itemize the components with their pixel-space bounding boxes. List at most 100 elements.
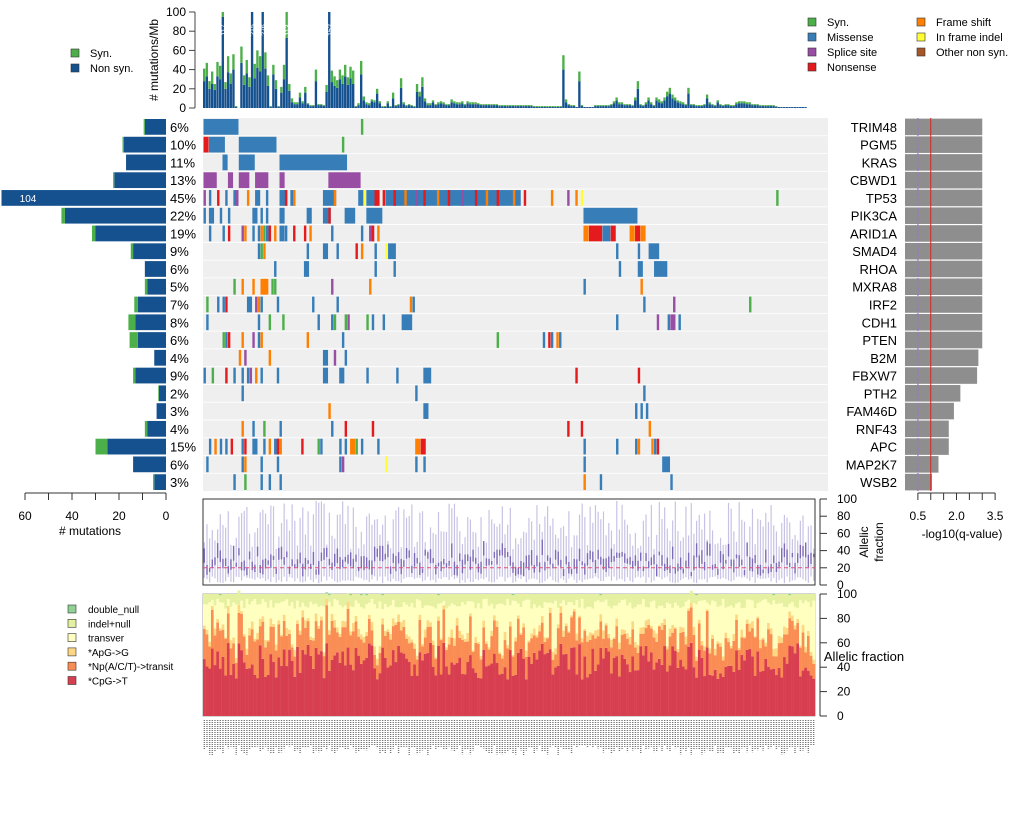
oncoprint-cell-missense bbox=[616, 243, 619, 260]
spectrum-segment bbox=[663, 646, 667, 716]
spectrum-segment bbox=[620, 594, 624, 601]
spectrum-segment bbox=[679, 607, 683, 627]
tmb-bar-nonsyn bbox=[703, 105, 706, 108]
tmb-bar-nonsyn bbox=[298, 97, 302, 108]
tmb-bar-syn bbox=[208, 81, 211, 89]
spectrum-segment bbox=[596, 600, 600, 630]
spectrum-segment bbox=[288, 605, 292, 630]
oncoprint-cell-missense bbox=[279, 420, 282, 437]
gene-name-label: PTH2 bbox=[864, 386, 897, 401]
spectrum-segment bbox=[314, 603, 318, 614]
tmb-bar-nonsyn bbox=[594, 106, 597, 108]
spectrum-segment bbox=[514, 637, 518, 642]
spectrum-segment bbox=[203, 659, 206, 716]
gene-count-tick-label: 20 bbox=[112, 509, 126, 523]
spectrum-segment bbox=[604, 647, 608, 716]
spectrum-segment bbox=[580, 642, 584, 680]
tmb-bar-syn bbox=[626, 104, 629, 106]
tmb-bar-nonsyn bbox=[538, 107, 541, 108]
tmb-bar-nonsyn bbox=[205, 76, 209, 108]
spectrum-segment bbox=[761, 599, 765, 638]
tmb-bar-syn bbox=[320, 104, 323, 106]
spectrum-segment bbox=[242, 594, 246, 609]
tmb-bar-syn bbox=[333, 76, 336, 86]
spectrum-segment bbox=[261, 658, 265, 716]
spectrum-segment bbox=[799, 600, 802, 646]
oncoprint-cell-nonsense bbox=[244, 438, 247, 455]
spectrum-segment bbox=[530, 633, 534, 639]
qvalue-bar bbox=[905, 296, 983, 313]
spectrum-segment bbox=[354, 600, 358, 616]
tmb-bar-syn bbox=[253, 63, 256, 79]
tmb-bar-nonsyn bbox=[431, 102, 435, 108]
spectrum-segment bbox=[264, 602, 268, 641]
spectrum-segment bbox=[264, 647, 268, 677]
spectrum-segment bbox=[687, 646, 691, 716]
spectrum-segment bbox=[415, 675, 419, 716]
spectrum-segment bbox=[216, 651, 220, 716]
spectrum-segment bbox=[285, 594, 289, 600]
tmb-bar-nonsyn bbox=[362, 100, 366, 108]
spectrum-segment bbox=[213, 628, 217, 636]
tmb-bar-syn bbox=[684, 104, 687, 106]
spectrum-segment bbox=[434, 608, 438, 658]
oncoprint-cell-missense bbox=[583, 278, 586, 295]
spectrum-segment bbox=[450, 637, 454, 663]
spectrum-segment bbox=[434, 657, 438, 659]
tmb-bar-syn bbox=[735, 102, 738, 105]
spectrum-segment bbox=[588, 640, 592, 674]
tmb-bar-nonsyn bbox=[737, 103, 741, 108]
tmb-bar-nonsyn bbox=[532, 107, 536, 108]
gene-name-label: RNF43 bbox=[856, 422, 897, 437]
tmb-bar-syn bbox=[769, 105, 773, 107]
spectrum-segment bbox=[421, 660, 425, 716]
gene-percent-label: 15% bbox=[170, 440, 196, 455]
spectrum-segment bbox=[711, 634, 715, 639]
spectrum-segment bbox=[317, 594, 321, 607]
spectrum-segment bbox=[729, 594, 733, 606]
spectrum-segment bbox=[788, 611, 792, 619]
spectrum-segment bbox=[277, 603, 281, 621]
tmb-bar-syn bbox=[234, 106, 238, 108]
spectrum-segment bbox=[644, 594, 648, 607]
spectrum-segment bbox=[352, 631, 355, 671]
tmb-bar-nonsyn bbox=[354, 107, 358, 108]
tmb-bar-nonsyn bbox=[373, 102, 376, 108]
tmb-bar-nonsyn bbox=[458, 104, 461, 108]
spectrum-segment bbox=[548, 607, 552, 613]
tmb-bar-nonsyn bbox=[453, 103, 456, 108]
spectrum-segment bbox=[578, 607, 582, 616]
spectrum-segment bbox=[703, 676, 707, 716]
oncoprint-cell-missense bbox=[260, 456, 263, 473]
spectrum-segment bbox=[445, 647, 448, 651]
spectrum-segment bbox=[519, 607, 523, 633]
spectrum-segment bbox=[618, 594, 621, 603]
spectrum-segment bbox=[285, 666, 289, 716]
spectrum-segment bbox=[336, 632, 339, 653]
spectrum-segment bbox=[495, 604, 499, 621]
spectrum-segment bbox=[572, 608, 576, 612]
spectrum-segment bbox=[375, 594, 379, 609]
spectrum-segment bbox=[245, 654, 249, 669]
spectrum-segment bbox=[461, 602, 464, 635]
tmb-bar-nonsyn bbox=[562, 69, 565, 108]
spectrum-segment bbox=[530, 663, 534, 716]
tmb-overflow-label: 113 bbox=[285, 24, 292, 35]
spectrum-segment bbox=[495, 594, 499, 605]
spectrum-segment bbox=[386, 629, 390, 632]
tmb-bar-syn bbox=[546, 106, 549, 108]
spectrum-segment bbox=[586, 635, 590, 642]
oncoprint-cell-nonsense bbox=[355, 243, 358, 260]
tmb-bar-nonsyn bbox=[511, 106, 515, 108]
spectrum-segment bbox=[724, 594, 728, 608]
tmb-bar-nonsyn bbox=[793, 107, 797, 108]
oncoprint-cell-nonsense bbox=[371, 225, 375, 242]
spectrum-segment bbox=[431, 606, 435, 641]
tmb-bar-syn bbox=[455, 102, 459, 105]
spectrum-segment bbox=[304, 620, 307, 628]
spectrum-segment bbox=[737, 602, 741, 648]
spectrum-segment bbox=[354, 621, 358, 648]
spectrum-segment bbox=[572, 605, 576, 609]
spectrum-segment bbox=[743, 638, 747, 661]
